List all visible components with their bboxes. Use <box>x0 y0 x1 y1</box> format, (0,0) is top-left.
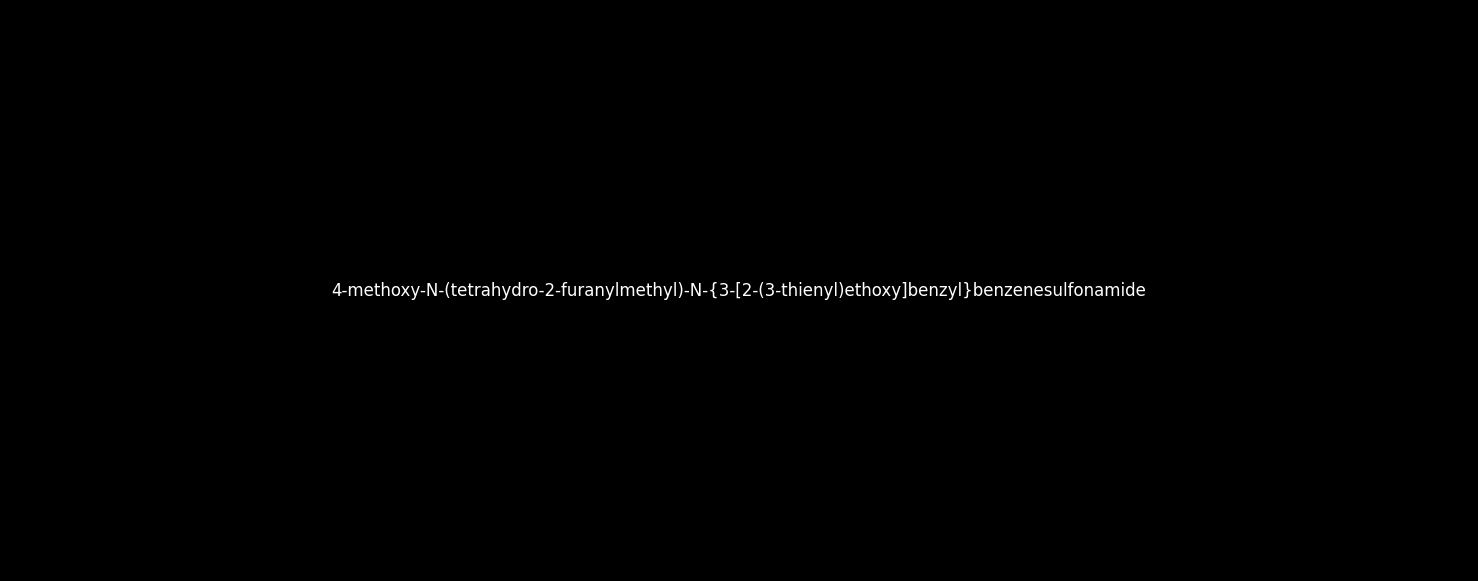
Text: 4-methoxy-N-(tetrahydro-2-furanylmethyl)-N-{3-[2-(3-thienyl)ethoxy]benzyl}benzen: 4-methoxy-N-(tetrahydro-2-furanylmethyl)… <box>331 282 1147 299</box>
